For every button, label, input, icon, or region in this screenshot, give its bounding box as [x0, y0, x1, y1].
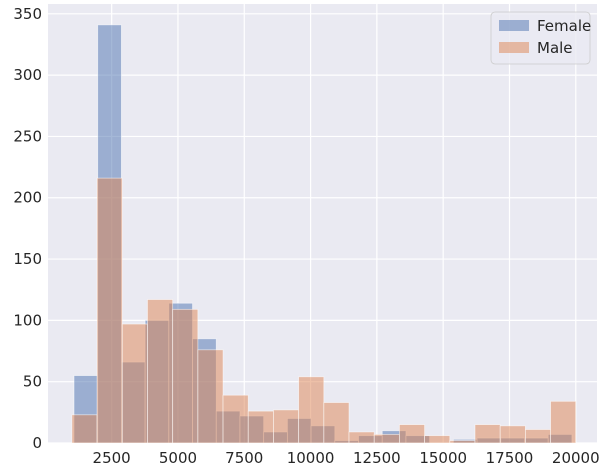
- x-tick-label: 12500: [353, 449, 401, 467]
- bar-male: [121, 323, 148, 444]
- bar-male: [499, 425, 526, 444]
- legend: Female Male: [490, 11, 591, 65]
- legend-label-male: Male: [537, 39, 573, 57]
- bar-male: [273, 409, 300, 444]
- y-tick-label: 200: [13, 189, 42, 207]
- legend-swatch-male: [499, 42, 529, 53]
- bar-male: [449, 440, 476, 444]
- bar-male: [172, 308, 199, 444]
- bar-male: [71, 414, 98, 444]
- bar-male: [474, 424, 501, 444]
- x-tick-label: 20000: [552, 449, 600, 467]
- legend-label-female: Female: [537, 17, 591, 35]
- y-tick-label: 100: [13, 311, 42, 329]
- bar-male: [147, 299, 174, 444]
- bar-male: [247, 410, 274, 444]
- bar-male: [298, 376, 325, 444]
- y-tick-label: 300: [13, 66, 42, 84]
- y-tick-label: 150: [13, 250, 42, 268]
- y-axis-ticks: 0 50 100 150 200 250 300 350: [13, 5, 42, 452]
- x-tick-label: 10000: [287, 449, 335, 467]
- bar-male: [197, 349, 224, 444]
- y-tick-label: 0: [32, 434, 42, 452]
- bar-male: [524, 429, 551, 444]
- x-tick-label: 17500: [486, 449, 534, 467]
- x-tick-label: 5000: [159, 449, 197, 467]
- y-tick-label: 50: [23, 373, 42, 391]
- y-tick-label: 350: [13, 5, 42, 23]
- bar-male: [348, 431, 375, 444]
- legend-swatch-female: [499, 20, 529, 31]
- histogram-bars: [71, 24, 577, 444]
- bar-male: [399, 424, 426, 444]
- bar-male: [424, 435, 451, 444]
- bar-male: [323, 402, 350, 444]
- y-tick-label: 250: [13, 127, 42, 145]
- bar-male: [550, 400, 577, 444]
- x-axis-ticks: 2500 5000 7500 10000 12500 15000 17500 20000: [93, 449, 600, 467]
- bar-male: [373, 434, 400, 444]
- x-tick-label: 7500: [225, 449, 263, 467]
- series-male: [71, 177, 577, 444]
- x-tick-label: 15000: [419, 449, 467, 467]
- bar-male: [96, 177, 123, 444]
- bar-male: [222, 394, 249, 444]
- x-tick-label: 2500: [93, 449, 131, 467]
